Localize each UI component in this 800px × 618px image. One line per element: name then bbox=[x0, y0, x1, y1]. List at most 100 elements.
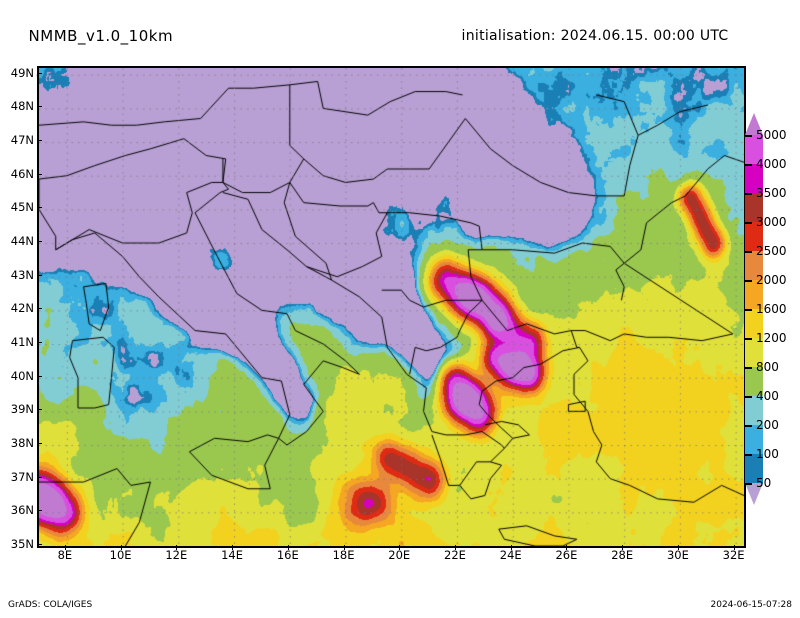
longitude-tick-label: 8E bbox=[57, 548, 73, 562]
longitude-tick-mark bbox=[454, 545, 456, 550]
longitude-tick-label: 16E bbox=[276, 548, 299, 562]
colorbar-tick-mark bbox=[745, 164, 752, 166]
latitude-tick-label: 42N bbox=[10, 301, 34, 316]
colorbar-band bbox=[745, 251, 763, 281]
colorbar-tick-mark bbox=[745, 396, 752, 398]
colorbar-under-range-arrow bbox=[745, 483, 763, 505]
colorbar-tick-label: 2000 bbox=[756, 273, 787, 287]
colorbar-tick-mark bbox=[745, 280, 752, 282]
longitude-tick-mark bbox=[232, 545, 234, 550]
colorbar-band bbox=[745, 454, 763, 484]
colorbar-tick-label: 1600 bbox=[756, 302, 787, 316]
latitude-tick-mark bbox=[37, 544, 42, 545]
grads-credit-label: GrADS: COLA/IGES bbox=[8, 600, 93, 610]
latitude-tick-label: 49N bbox=[10, 65, 34, 80]
model-name-label: NMMB_v1.0_10km bbox=[28, 27, 174, 45]
latitude-tick-label: 48N bbox=[10, 99, 34, 114]
map-plot-area[interactable] bbox=[37, 66, 746, 548]
colorbar-tick-label: 3500 bbox=[756, 186, 787, 200]
latitude-tick-mark bbox=[37, 241, 42, 243]
colorbar-tick-mark bbox=[745, 222, 752, 224]
longitude-tick-mark bbox=[510, 545, 512, 550]
colorbar-tick-label: 50 bbox=[756, 476, 772, 490]
longitude-tick-label: 32E bbox=[722, 548, 745, 562]
longitude-tick-label: 14E bbox=[221, 548, 243, 562]
colorbar-band bbox=[745, 193, 763, 223]
latitude-tick-mark bbox=[37, 106, 42, 108]
longitude-tick-label: 18E bbox=[332, 548, 355, 562]
latitude-tick-label: 39N bbox=[10, 402, 34, 417]
longitude-tick-label: 30E bbox=[666, 548, 689, 562]
colorbar-band bbox=[745, 309, 763, 339]
longitude-tick-label: 22E bbox=[444, 548, 466, 562]
longitude-tick-label: 10E bbox=[109, 548, 132, 562]
colorbar-band bbox=[745, 425, 763, 455]
colorbar-tick-label: 3000 bbox=[756, 215, 787, 229]
colorbar-tick-mark bbox=[745, 338, 752, 340]
latitude-tick-mark bbox=[37, 72, 42, 74]
colorbar-tick-label: 800 bbox=[756, 360, 779, 374]
longitude-tick-mark bbox=[399, 545, 401, 550]
latitude-tick-label: 41N bbox=[10, 335, 34, 350]
latitude-tick-label: 35N bbox=[10, 537, 34, 551]
latitude-tick-label: 37N bbox=[10, 469, 34, 484]
colorbar-tick-label: 1200 bbox=[756, 331, 787, 345]
cape-field-raster bbox=[39, 68, 744, 546]
latitude-tick-mark bbox=[37, 342, 42, 344]
colorbar-band bbox=[745, 367, 763, 397]
latitude-tick-mark bbox=[37, 443, 42, 444]
colorbar-band bbox=[745, 222, 763, 252]
longitude-tick-mark bbox=[343, 545, 345, 550]
longitude-tick-label: 28E bbox=[611, 548, 634, 562]
colorbar-tick-mark bbox=[745, 251, 752, 253]
latitude-tick-label: 46N bbox=[10, 166, 34, 181]
latitude-tick-mark bbox=[37, 476, 42, 478]
latitude-tick-label: 44N bbox=[10, 234, 34, 249]
latitude-tick-mark bbox=[37, 207, 42, 209]
longitude-tick-label: 26E bbox=[555, 548, 578, 562]
longitude-tick-mark bbox=[677, 545, 679, 550]
latitude-tick-label: 43N bbox=[10, 267, 34, 282]
colorbar-band bbox=[745, 280, 763, 310]
latitude-tick-label: 40N bbox=[10, 368, 34, 383]
latitude-tick-mark bbox=[37, 140, 42, 142]
latitude-tick-mark bbox=[37, 510, 42, 512]
longitude-tick-label: 20E bbox=[388, 548, 411, 562]
generation-timestamp-label: 2024-06-15-07:28 bbox=[710, 600, 793, 610]
colorbar-tick-mark bbox=[745, 454, 752, 456]
latitude-tick-label: 45N bbox=[10, 200, 34, 215]
colorbar-tick-mark bbox=[745, 309, 752, 311]
latitude-tick-label: 47N bbox=[10, 133, 34, 148]
initialisation-label: initialisation: 2024.06.15. 00:00 UTC bbox=[461, 28, 729, 44]
colorbar-band bbox=[745, 338, 763, 368]
colorbar-tick-mark bbox=[745, 367, 752, 369]
longitude-tick-mark bbox=[176, 545, 178, 550]
longitude-tick-mark bbox=[622, 545, 624, 550]
longitude-tick-mark bbox=[566, 545, 568, 550]
latitude-tick-mark bbox=[37, 308, 42, 310]
longitude-tick-mark bbox=[120, 545, 122, 550]
longitude-tick-label: 24E bbox=[499, 548, 522, 562]
latitude-tick-mark bbox=[37, 409, 42, 411]
colorbar-tick-label: 4000 bbox=[756, 157, 787, 171]
colorbar-band bbox=[745, 135, 763, 165]
colorbar-band bbox=[745, 396, 763, 426]
latitude-tick-mark bbox=[37, 375, 42, 377]
latitude-tick-label: 38N bbox=[10, 436, 34, 450]
longitude-tick-mark bbox=[733, 545, 735, 550]
colorbar-tick-label: 100 bbox=[756, 447, 779, 461]
colorbar-tick-mark bbox=[745, 425, 752, 427]
colorbar-tick-mark bbox=[745, 135, 752, 137]
latitude-tick-mark bbox=[37, 173, 42, 175]
colorbar-tick-label: 2500 bbox=[756, 244, 787, 258]
colorbar-tick-label: 200 bbox=[756, 418, 779, 432]
colorbar-tick-mark bbox=[745, 483, 752, 485]
colorbar-tick-label: 5000 bbox=[756, 128, 787, 142]
latitude-tick-mark bbox=[37, 274, 42, 276]
colorbar-band bbox=[745, 164, 763, 194]
colorbar-tick-mark bbox=[745, 193, 752, 195]
longitude-tick-mark bbox=[287, 545, 289, 550]
longitude-tick-mark bbox=[64, 545, 66, 550]
latitude-tick-label: 36N bbox=[10, 503, 34, 518]
colorbar-over-range-arrow bbox=[745, 113, 763, 135]
